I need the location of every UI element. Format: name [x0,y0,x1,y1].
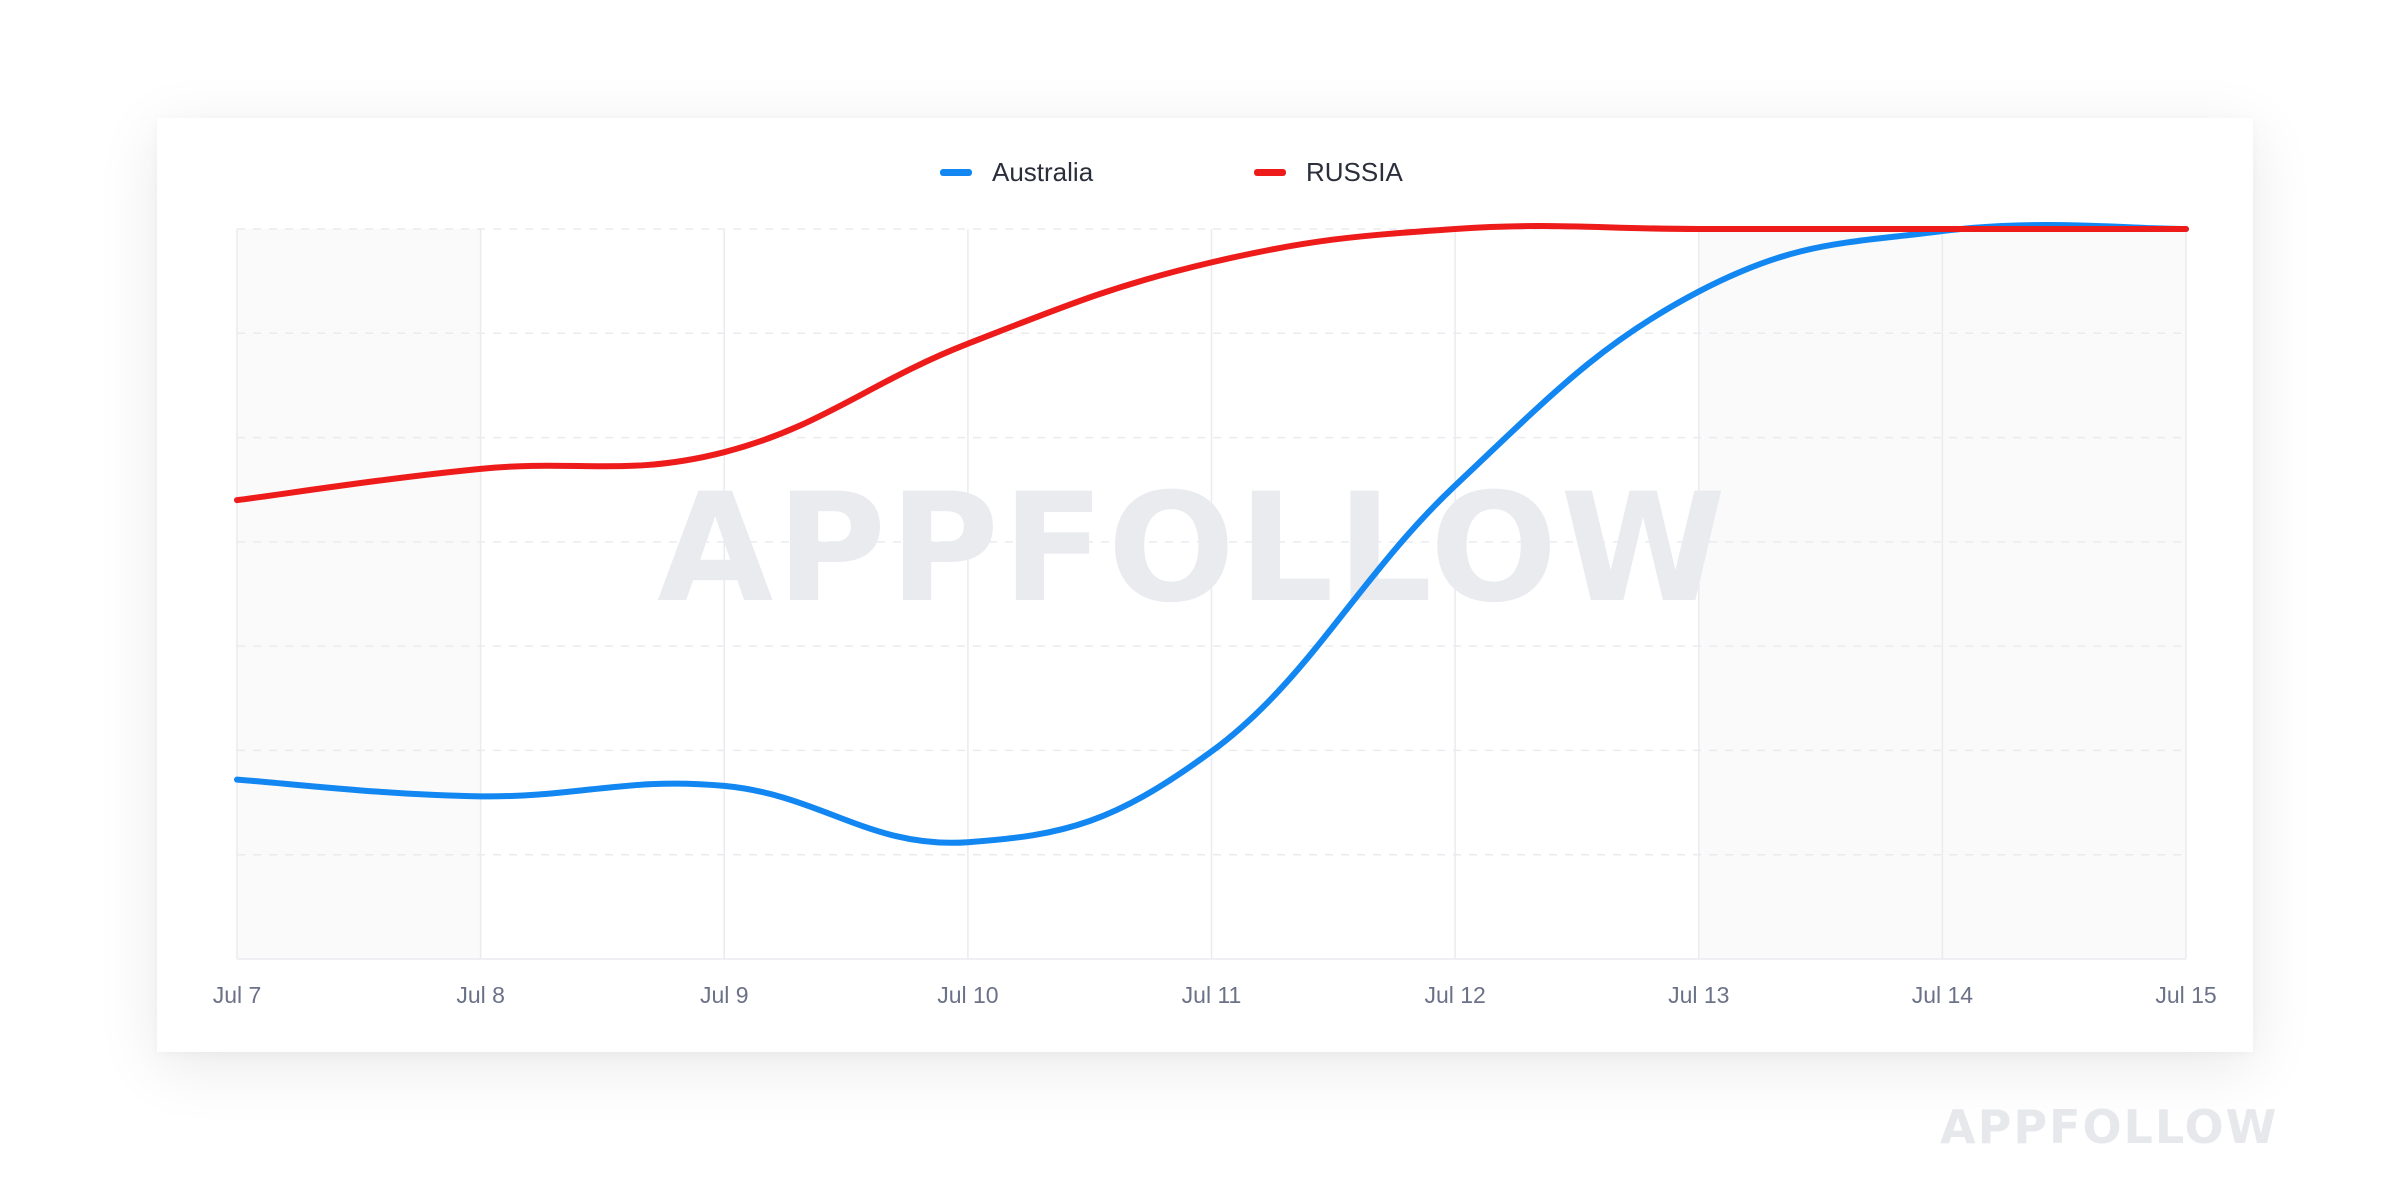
weekend-band-0 [237,229,481,959]
chart-legend: Australia RUSSIA [157,152,2253,192]
watermark-corner: APPFOLLOW [1940,1100,2279,1154]
x-tick-label: Jul 11 [1182,982,1242,1008]
chart-series [234,222,2189,846]
x-tick-label: Jul 14 [1912,982,1974,1008]
series-line-australia[interactable] [234,222,2189,846]
x-axis-ticks: Jul 7 Jul 8 Jul 9 Jul 10 Jul 11 Jul 12 Jul 13 J… [213,982,2217,1008]
legend-swatch-russia [1254,168,1286,176]
x-tick-label: Jul 8 [456,982,505,1008]
chart-card: Australia RUSSIA APPFOLLOW Jul 7 Jul 8 Jul… [157,118,2253,1052]
chart-grid [236,228,2187,960]
line-chart: APPFOLLOW Jul 7 Jul 8 Jul 9 Jul 10 Jul 11 Jul… [213,222,2217,1008]
watermark-center: APPFOLLOW [657,462,1729,636]
x-tick-label: Jul 7 [213,982,262,1008]
x-tick-label: Jul 10 [937,982,998,1008]
series-line-russia[interactable] [234,223,2189,504]
legend-item-russia[interactable]: RUSSIA [1254,152,1403,192]
x-tick-label: Jul 9 [700,982,749,1008]
legend-swatch-australia [940,168,972,176]
legend-item-australia[interactable]: Australia [940,152,1093,192]
x-tick-label: Jul 12 [1424,982,1485,1008]
x-tick-label: Jul 13 [1668,982,1729,1008]
x-tick-label: Jul 15 [2155,982,2216,1008]
legend-label-australia: Australia [992,156,1094,187]
legend-label-russia: RUSSIA [1306,156,1403,187]
